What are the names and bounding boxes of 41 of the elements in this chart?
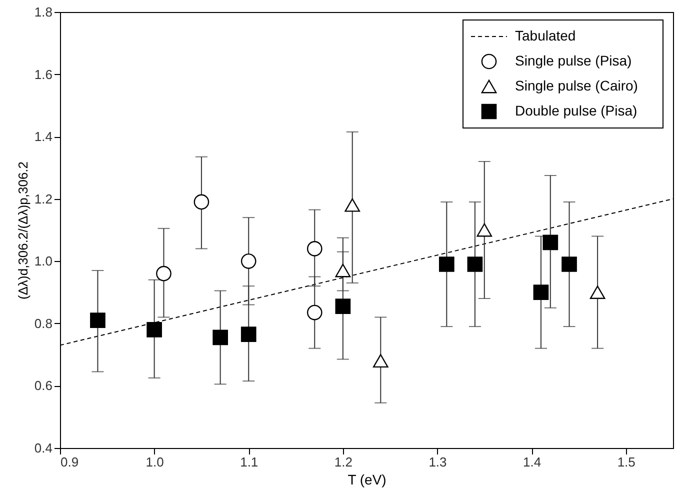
point <box>438 256 454 272</box>
x-axis-title: T (eV) <box>348 472 386 488</box>
point <box>194 194 210 210</box>
point <box>467 256 483 272</box>
point <box>240 326 256 342</box>
legend-label: Single pulse (Cairo) <box>515 78 638 94</box>
point <box>476 223 492 237</box>
legend-label: Double pulse (Pisa) <box>515 102 638 118</box>
x-tick-label: 0.9 <box>60 454 79 470</box>
y-axis-title: (Δλ)d,306.2/(Δλ)p,306.2 <box>15 161 30 300</box>
legend-label: Tabulated <box>515 28 576 44</box>
point <box>335 264 351 278</box>
y-tick-label: 0.6 <box>34 378 52 394</box>
x-tick-label: 1.3 <box>428 454 447 470</box>
x-tick-label: 1.1 <box>240 454 258 470</box>
x-tick-label: 1.5 <box>617 454 636 470</box>
point <box>240 253 256 269</box>
point <box>372 354 388 368</box>
x-tick-label: 1.2 <box>334 454 352 470</box>
point <box>306 304 322 320</box>
x-tick-label: 1.4 <box>523 454 542 470</box>
point <box>335 298 351 314</box>
y-tick-label: 1.4 <box>34 129 52 144</box>
point <box>306 241 322 256</box>
point <box>344 198 360 212</box>
point <box>590 286 606 300</box>
point <box>212 330 228 346</box>
point <box>156 266 172 282</box>
point <box>146 322 162 338</box>
y-tick-label: 1.8 <box>34 4 52 20</box>
point <box>533 284 549 300</box>
point <box>562 256 577 272</box>
point <box>542 234 558 250</box>
y-tick-label: 1.0 <box>34 254 52 269</box>
y-tick-label: 1.6 <box>34 66 52 82</box>
x-tick-label: 1.0 <box>146 454 164 470</box>
point <box>90 312 106 328</box>
y-tick-label: 0.4 <box>34 440 52 456</box>
y-tick-label: 1.2 <box>34 191 52 206</box>
legend-label: Single pulse (Pisa) <box>515 52 632 68</box>
y-tick-label: 0.8 <box>34 316 52 331</box>
